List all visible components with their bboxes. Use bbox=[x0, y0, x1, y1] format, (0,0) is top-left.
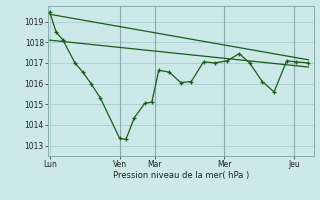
X-axis label: Pression niveau de la mer( hPa ): Pression niveau de la mer( hPa ) bbox=[113, 171, 249, 180]
